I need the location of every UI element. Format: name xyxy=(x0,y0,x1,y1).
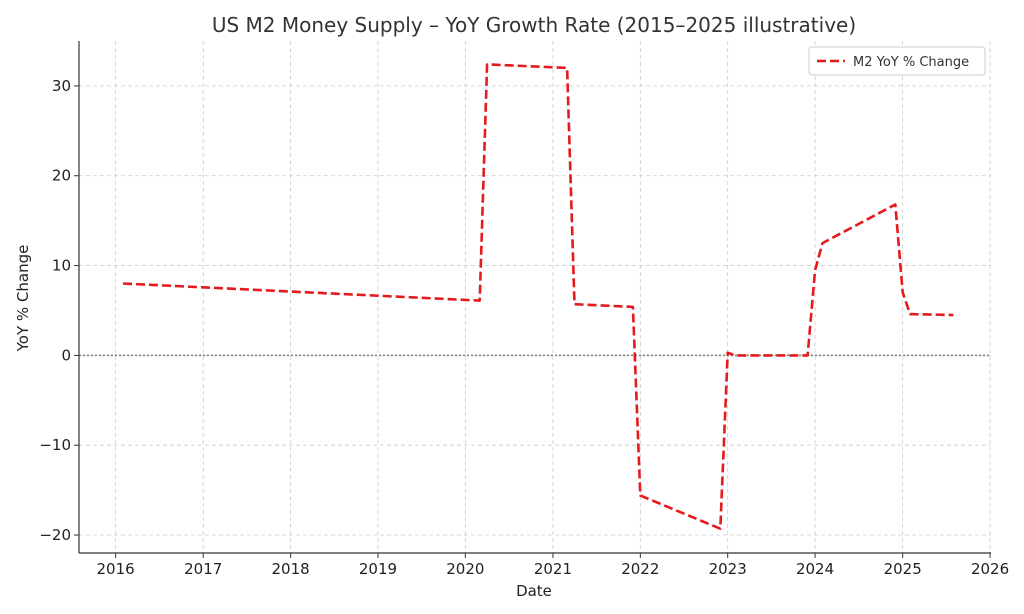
x-tick-label: 2016 xyxy=(97,560,135,578)
x-axis-label: Date xyxy=(516,582,552,600)
y-tick-label: 10 xyxy=(52,257,71,275)
grid xyxy=(79,41,991,553)
x-tick-label: 2020 xyxy=(446,560,484,578)
series-line xyxy=(122,63,954,531)
x-tick-label: 2017 xyxy=(184,560,222,578)
x-tick-label: 2025 xyxy=(884,560,922,578)
legend: M2 YoY % Change xyxy=(808,46,986,76)
x-tick-label: 2019 xyxy=(359,560,397,578)
y-axis-label: YoY % Change xyxy=(14,245,32,353)
axes xyxy=(74,41,991,558)
legend-label: M2 YoY % Change xyxy=(853,55,969,70)
x-tick-label: 2018 xyxy=(272,560,310,578)
x-tick-label: 2023 xyxy=(709,560,747,578)
x-tick-label: 2026 xyxy=(971,560,1009,578)
x-tick-label: 2021 xyxy=(534,560,572,578)
chart-title: US M2 Money Supply – YoY Growth Rate (20… xyxy=(212,13,856,37)
series-layer xyxy=(122,63,954,531)
x-tick-label: 2024 xyxy=(796,560,834,578)
y-tick-label: −20 xyxy=(39,526,71,544)
x-tick-label: 2022 xyxy=(621,560,659,578)
y-tick-label: 20 xyxy=(52,167,71,185)
legend-box xyxy=(808,46,986,76)
y-tick-label: −10 xyxy=(39,436,71,454)
y-tick-label: 30 xyxy=(52,77,71,95)
y-tick-label: 0 xyxy=(61,346,71,364)
tick-labels: 2016 2017 2018 2019 2020 2021 2022 2023 2024 2025… xyxy=(39,77,1009,578)
